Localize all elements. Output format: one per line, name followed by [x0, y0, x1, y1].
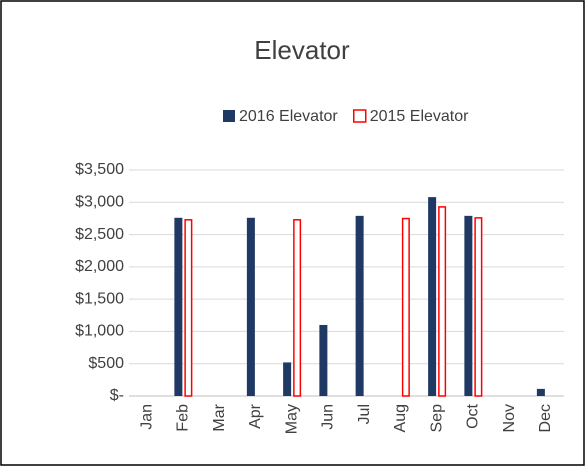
legend-swatch [352, 109, 367, 123]
x-tick-label: Oct [465, 403, 482, 428]
bar [474, 217, 483, 397]
bar [246, 217, 255, 396]
y-tick-label: $1,000 [75, 323, 124, 340]
y-tick-label: $2,000 [75, 258, 124, 275]
x-tick-label: Nov [501, 404, 518, 432]
bar [174, 217, 183, 396]
bar [536, 388, 545, 396]
bar [355, 215, 364, 396]
chart-title: Elevator [254, 35, 350, 65]
x-tick-label: Jul [356, 404, 373, 424]
legend-label: 2015 Elevator [370, 108, 469, 125]
x-tick-label: May [283, 404, 300, 434]
x-tick-label: Jan [138, 404, 155, 430]
x-tick-label: Mar [211, 403, 228, 431]
bar [293, 219, 302, 397]
bar [184, 219, 193, 397]
bar [438, 206, 447, 397]
bar [319, 324, 328, 396]
bar [464, 215, 473, 396]
y-tick-label: $3,500 [75, 161, 124, 178]
legend-label: 2016 Elevator [239, 108, 338, 125]
y-tick-label: $3,000 [75, 194, 124, 211]
y-tick-label: $1,500 [75, 290, 124, 307]
x-tick-label: Sep [428, 404, 445, 433]
x-tick-label: Feb [175, 404, 192, 432]
bar [428, 197, 437, 396]
bar [401, 217, 410, 397]
x-tick-label: Jun [320, 404, 337, 430]
legend-swatch [223, 110, 235, 122]
bar [283, 362, 292, 396]
y-tick-label: $2,500 [75, 226, 124, 243]
x-tick-label: Apr [247, 403, 264, 429]
x-tick-label: Aug [392, 404, 409, 432]
x-tick-label: Dec [537, 404, 554, 432]
y-tick-label: $500 [88, 355, 124, 372]
y-tick-label: $- [110, 387, 124, 404]
